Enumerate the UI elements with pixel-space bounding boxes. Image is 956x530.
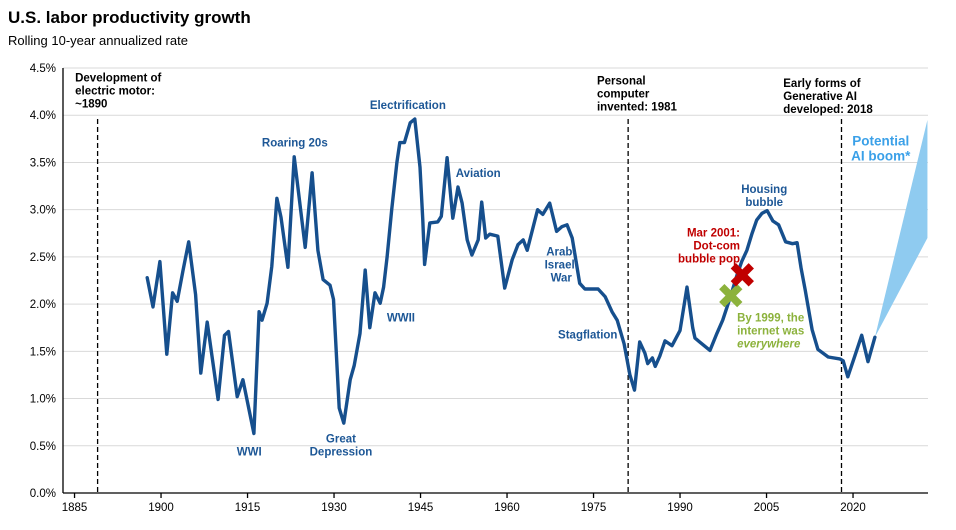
note-electrification: Electrification <box>370 100 446 112</box>
note-stagflation: Stagflation <box>558 329 617 341</box>
productivity-line <box>145 117 877 436</box>
y-axis-label: 4.5% <box>30 63 56 75</box>
x-axis-label: 2020 <box>840 502 866 514</box>
x-axis-label: 1975 <box>581 502 607 514</box>
note-roaring-20s: Roaring 20s <box>262 138 328 150</box>
potential-ai-boom-wedge <box>874 119 928 338</box>
y-axis-label: 1.5% <box>30 346 56 358</box>
chart-title: U.S. labor productivity growth <box>8 8 251 27</box>
y-axis-label: 2.5% <box>30 252 56 264</box>
x-axis-label: 2005 <box>754 502 780 514</box>
y-axis-label: 3.5% <box>30 157 56 169</box>
dotcom-pop-marker <box>730 263 754 287</box>
note-wwii: WWII <box>387 312 415 324</box>
note-internet-everywhere: By 1999, the internet was everywhere <box>737 312 804 350</box>
note-great-depression: Great Depression <box>310 433 373 458</box>
x-axis-label: 1885 <box>62 502 88 514</box>
x-axis-label: 1900 <box>148 502 174 514</box>
y-axis-label: 0.5% <box>30 441 56 453</box>
x-axis-label: 1915 <box>235 502 261 514</box>
x-axis-label: 1990 <box>667 502 693 514</box>
note-housing-bubble: Housing bubble <box>741 184 787 209</box>
y-axis-label: 4.0% <box>30 110 56 122</box>
note-electric-motor: Development of electric motor: ~1890 <box>75 73 161 111</box>
y-axis-label: 1.0% <box>30 394 56 406</box>
note-personal-computer: Personal computer invented: 1981 <box>597 75 677 113</box>
x-axis-label: 1960 <box>494 502 520 514</box>
note-generative-ai: Early forms of Generative AI developed: 20… <box>783 78 873 116</box>
chart-subtitle: Rolling 10-year annualized rate <box>8 33 188 48</box>
note-arab-israeli-war: Arab-Israeli War <box>545 246 578 284</box>
note-potential-ai-boom: Potential AI boom* <box>851 134 911 164</box>
internet-everywhere-marker <box>719 283 743 308</box>
x-axis-label: 1945 <box>408 502 434 514</box>
y-axis-label: 2.0% <box>30 299 56 311</box>
note-wwi: WWI <box>237 447 262 459</box>
y-axis-label: 3.0% <box>30 205 56 217</box>
y-axis-label: 0.0% <box>30 488 56 500</box>
x-axis-label: 1930 <box>321 502 347 514</box>
note-dotcom-pop: Mar 2001: Dot-com bubble pop <box>678 227 740 265</box>
note-aviation: Aviation <box>456 168 501 180</box>
